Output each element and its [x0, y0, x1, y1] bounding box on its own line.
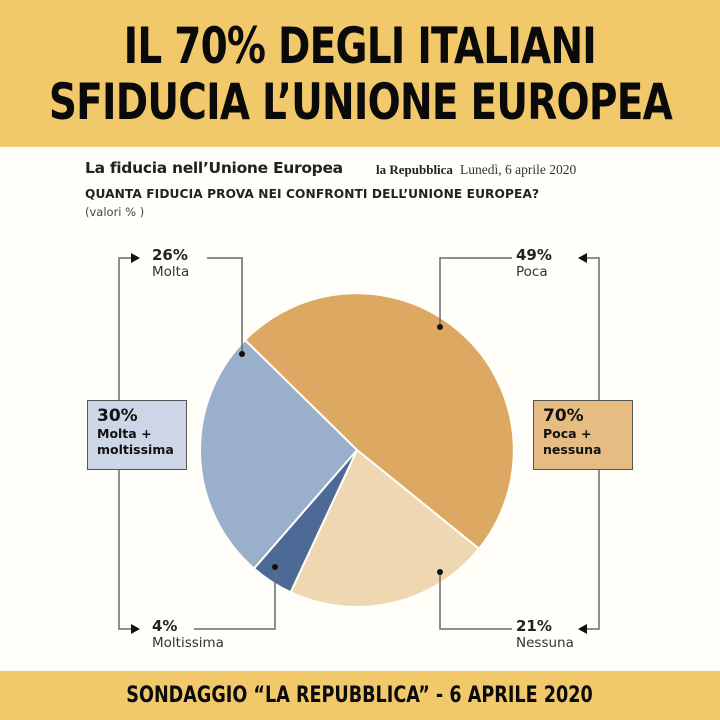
- connector-dots: [239, 324, 443, 575]
- units-note: (valori % ): [85, 205, 145, 219]
- summary-left-line1: Molta +: [97, 426, 152, 441]
- label-poca: 49% Poca: [516, 246, 552, 281]
- label-molta: 26% Molta: [152, 246, 190, 281]
- headline-line-2: SFIDUCIA L’UNIONE EUROPEA: [48, 72, 672, 131]
- arrow-left-icon: [578, 253, 587, 263]
- source-label: la Repubblica: [376, 162, 453, 177]
- connector-lines: [118, 257, 600, 630]
- nessuna-name: Nessuna: [516, 635, 574, 651]
- headline-banner: IL 70% DEGLI ITALIANI SFIDUCIA L’UNIONE …: [0, 0, 720, 147]
- summary-left-percent: 30%: [97, 406, 138, 426]
- summary-right-line1: Poca +: [543, 426, 592, 441]
- arrow-left-icon: [578, 624, 587, 634]
- summary-molta-moltissima: 30% Molta + moltissima: [87, 400, 187, 470]
- molta-percent: 26%: [152, 246, 188, 264]
- chart-panel: La fiducia nell’Unione Europea la Repubb…: [0, 147, 720, 671]
- nessuna-percent: 21%: [516, 617, 552, 635]
- footer-banner: SONDAGGIO “LA REPUBBLICA” - 6 APRILE 202…: [0, 671, 720, 720]
- summary-right-line2: nessuna: [543, 442, 602, 457]
- poca-percent: 49%: [516, 246, 552, 264]
- label-moltissima: 4% Moltissima: [152, 617, 224, 652]
- survey-question: QUANTA FIDUCIA PROVA NEI CONFRONTI DELL’…: [85, 187, 540, 201]
- molta-name: Molta: [152, 264, 190, 280]
- arrow-right-icon: [131, 624, 140, 634]
- slice-poca: [243, 292, 515, 551]
- pie-slices: [199, 292, 515, 608]
- moltissima-percent: 4%: [152, 617, 178, 635]
- slice-nessuna: [289, 448, 481, 608]
- moltissima-name: Moltissima: [152, 635, 224, 651]
- headline-line-1: IL 70% DEGLI ITALIANI: [123, 16, 597, 75]
- poca-name: Poca: [516, 264, 548, 280]
- footer-text: SONDAGGIO “LA REPUBBLICA” - 6 APRILE 202…: [126, 683, 594, 708]
- chart-title: La fiducia nell’Unione Europea: [85, 159, 343, 177]
- slice-molta: [199, 338, 359, 570]
- label-nessuna: 21% Nessuna: [516, 617, 574, 652]
- arrowheads: [131, 253, 587, 634]
- date-label: Lunedì, 6 aprile 2020: [460, 162, 577, 177]
- arrow-right-icon: [131, 253, 140, 263]
- summary-poca-nessuna: 70% Poca + nessuna: [533, 400, 633, 470]
- summary-right-percent: 70%: [543, 406, 584, 426]
- summary-left-line2: moltissima: [97, 442, 174, 457]
- pie-chart: [118, 253, 600, 634]
